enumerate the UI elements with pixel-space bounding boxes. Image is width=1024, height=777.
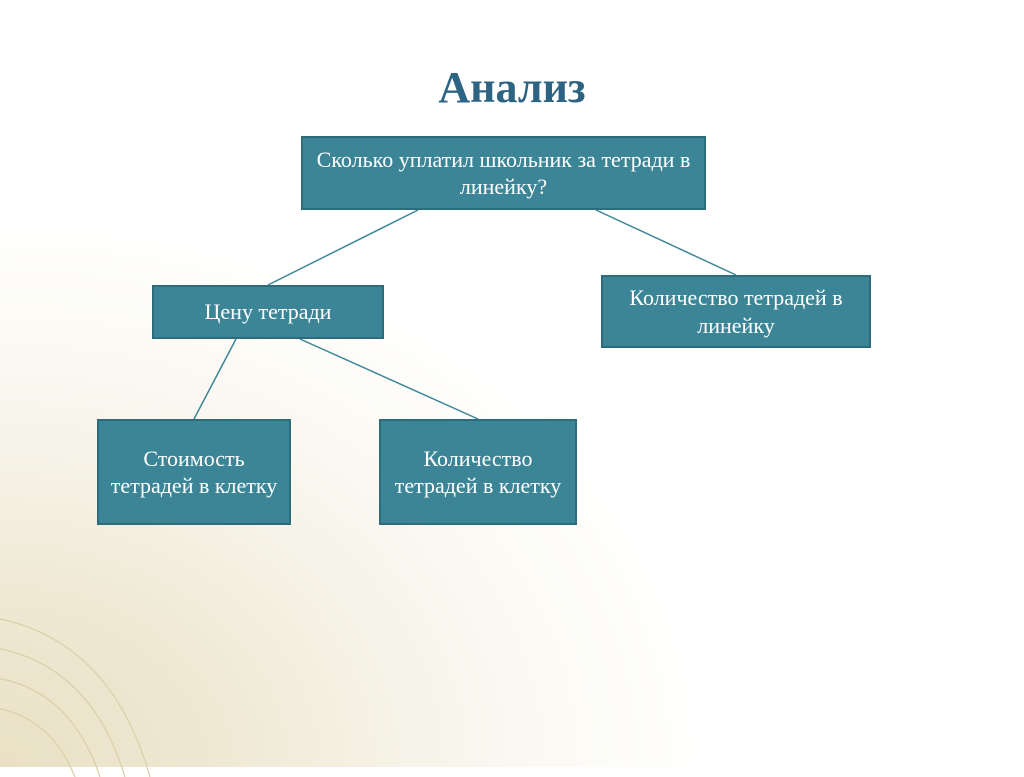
node-price: Цену тетради	[152, 285, 384, 339]
node-qtyLine: Количество тетрадей в линейку	[601, 275, 871, 348]
node-root: Сколько уплатил школьник за тетради в ли…	[301, 136, 706, 210]
slide-background	[0, 0, 1024, 767]
node-qtySq: Количество тетрадей в клетку	[379, 419, 577, 525]
node-label: Стоимость тетрадей в клетку	[107, 445, 281, 500]
node-label: Количество тетрадей в клетку	[389, 445, 567, 500]
node-label: Количество тетрадей в линейку	[611, 284, 861, 339]
node-costSq: Стоимость тетрадей в клетку	[97, 419, 291, 525]
slide-title: Анализ	[0, 62, 1024, 113]
node-label: Цену тетради	[205, 298, 332, 326]
node-label: Сколько уплатил школьник за тетради в ли…	[311, 146, 696, 201]
